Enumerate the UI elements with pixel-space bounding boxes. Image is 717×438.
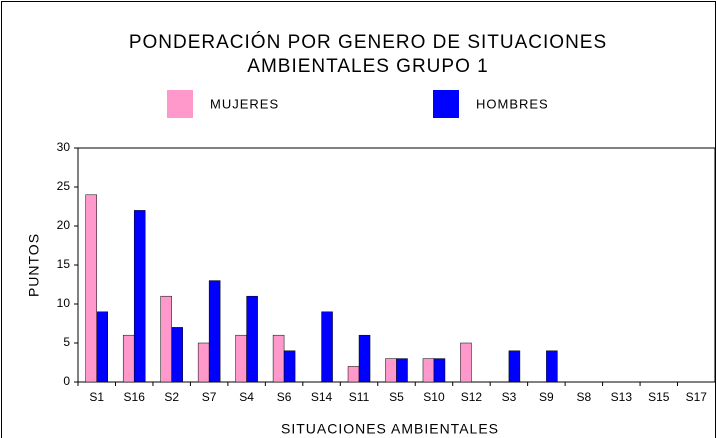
bar xyxy=(272,334,285,383)
bar xyxy=(358,334,371,383)
y-tick-label: 20 xyxy=(57,218,71,232)
x-tick-label: S14 xyxy=(311,390,333,404)
y-tick-label: 30 xyxy=(57,140,71,154)
legend-swatch xyxy=(167,90,193,118)
bar xyxy=(385,358,397,383)
x-tick-label: S13 xyxy=(611,390,633,404)
legend-label: MUJERES xyxy=(210,96,279,111)
bar xyxy=(96,311,108,383)
bar xyxy=(460,342,472,383)
x-tick-label: S17 xyxy=(686,390,708,404)
x-tick-label: S8 xyxy=(577,390,592,404)
x-tick-label: S7 xyxy=(202,390,217,404)
chart-title: AMBIENTALES GRUPO 1 xyxy=(247,56,488,77)
x-tick-label: S12 xyxy=(461,390,483,404)
bar xyxy=(133,210,146,383)
bar xyxy=(235,334,247,383)
x-tick-label: S9 xyxy=(539,390,554,404)
x-tick-label: S16 xyxy=(124,390,146,404)
bar xyxy=(171,327,183,383)
x-axis-title: SITUACIONES AMBIENTALES xyxy=(281,421,499,437)
bar xyxy=(508,350,521,383)
bar xyxy=(208,280,221,383)
bar xyxy=(396,358,408,383)
bar xyxy=(283,350,296,383)
bar xyxy=(321,311,333,383)
bar xyxy=(122,334,135,383)
x-tick-label: S15 xyxy=(648,390,670,404)
bar xyxy=(160,295,172,383)
x-tick-label: S11 xyxy=(349,390,370,404)
chart-title: PONDERACIÓN POR GENERO DE SITUACIONES xyxy=(129,31,607,53)
y-tick-label: 25 xyxy=(57,179,71,193)
bar xyxy=(197,342,210,383)
bar xyxy=(347,366,360,383)
x-tick-label: S10 xyxy=(423,390,445,404)
x-tick-label: S1 xyxy=(89,390,104,404)
x-tick-label: S6 xyxy=(277,390,292,404)
y-tick-label: 5 xyxy=(63,335,70,349)
legend-swatch xyxy=(433,90,459,118)
x-tick-label: S5 xyxy=(389,390,404,404)
x-tick-label: S3 xyxy=(502,390,517,404)
bar xyxy=(422,358,435,383)
y-tick-label: 0 xyxy=(63,374,70,388)
bar xyxy=(246,295,258,383)
y-tick-label: 10 xyxy=(57,296,71,310)
x-tick-label: S2 xyxy=(164,390,179,404)
x-tick-label: S4 xyxy=(239,390,254,404)
bar xyxy=(433,358,446,383)
bar xyxy=(546,350,558,383)
bar xyxy=(85,194,97,383)
legend-label: HOMBRES xyxy=(476,96,549,111)
y-tick-label: 15 xyxy=(57,257,71,271)
y-axis-title: PUNTOS xyxy=(26,233,42,297)
